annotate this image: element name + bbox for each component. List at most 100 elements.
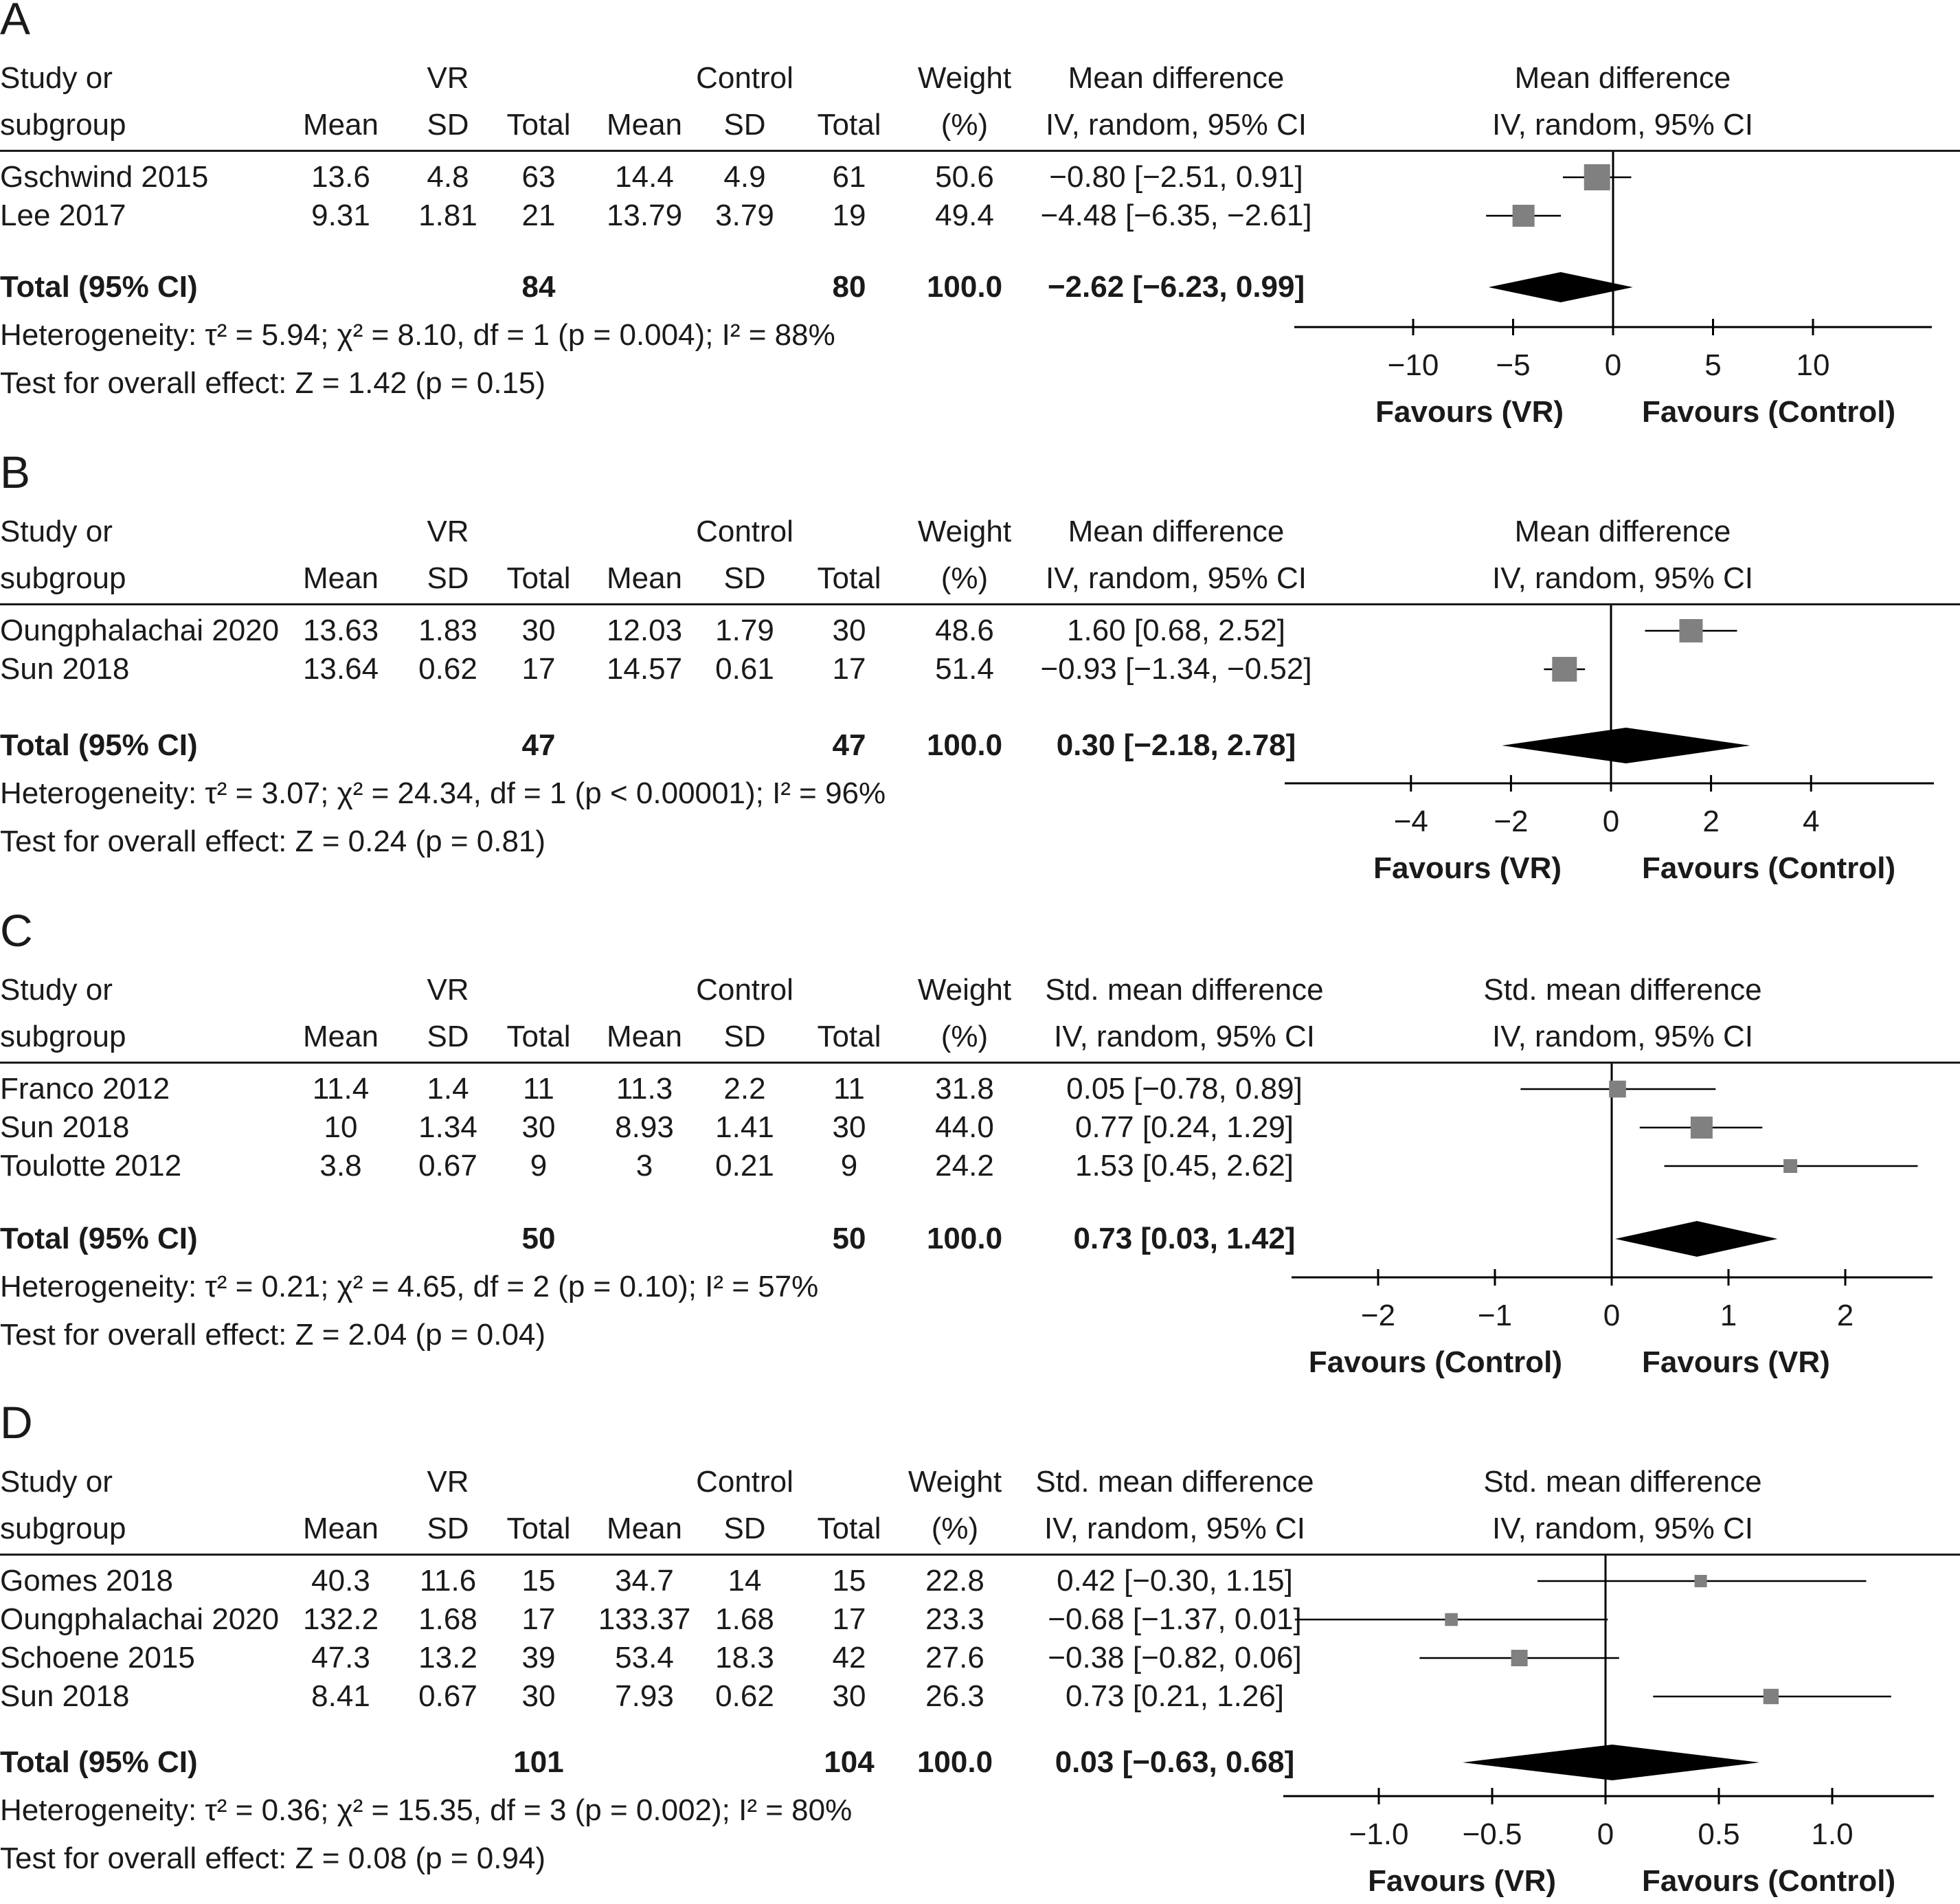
header-vr-total: Total [506,108,571,142]
pooled-diamond [1488,272,1633,302]
x-tick-label: 0 [1603,805,1619,838]
study-weight: 22.8 [925,1564,984,1598]
vr-mean: 13.6 [311,160,370,194]
header-rule [0,1062,1960,1064]
control-mean: 11.3 [616,1072,673,1106]
vr-mean: 13.63 [302,614,379,647]
total-control: 47 [832,728,866,762]
control-sd: 1.68 [715,1602,774,1636]
header-control-total: Total [817,1512,881,1545]
panel-letter: D [0,1397,33,1448]
study-ci: −0.38 [−0.82, 0.06] [1048,1641,1302,1675]
study-weight: 48.6 [935,614,994,647]
header-study: Study or [0,61,113,95]
heterogeneity: Heterogeneity: τ² = 3.07; χ² = 24.34, df… [0,776,886,810]
x-tick-label: −0.5 [1463,1817,1522,1851]
total-ci: 0.73 [0.03, 1.42] [1073,1222,1296,1255]
control-total: 19 [832,199,866,232]
vr-sd: 1.83 [418,614,477,647]
total-weight: 100.0 [926,270,1003,304]
vr-sd: 0.67 [418,1149,477,1183]
study-square [1445,1613,1458,1626]
header-plot-method: IV, random, 95% CI [1492,1512,1753,1545]
study-square [1763,1688,1779,1705]
study-square [1783,1159,1798,1173]
header-rule [0,150,1960,152]
header-study: Study or [0,1465,113,1499]
header-subgroup: subgroup [0,1512,126,1545]
panel-letter: C [0,905,33,956]
control-mean: 13.79 [606,199,683,232]
vr-total: 30 [521,1679,556,1713]
header-vr-mean: Mean [302,1020,379,1053]
header-vr: VR [427,61,469,95]
vr-sd: 1.68 [418,1602,477,1636]
total-vr: 50 [521,1222,556,1255]
study-ci: −0.80 [−2.51, 0.91] [1049,160,1303,194]
control-mean: 14.57 [606,652,683,686]
control-mean: 14.4 [615,160,674,194]
header-plot: Mean difference [1514,61,1731,95]
vr-sd: 1.81 [418,199,477,232]
heterogeneity: Heterogeneity: τ² = 0.21; χ² = 4.65, df … [0,1270,819,1303]
vr-mean: 132.2 [302,1602,379,1636]
control-mean: 3 [635,1149,653,1183]
header-plot-method: IV, random, 95% CI [1492,108,1753,142]
header-vr-total: Total [506,1020,571,1053]
forest-plot: −10 −5 0 5 10 [1294,152,1932,382]
overall-effect: Test for overall effect: Z = 1.42 (p = 0… [0,366,546,400]
header-plot: Std. mean difference [1483,973,1762,1007]
control-mean: 7.93 [615,1679,674,1713]
header-weight: Weight [908,1465,1002,1499]
header-rule [0,1554,1960,1556]
vr-sd: 1.4 [427,1072,469,1106]
control-total: 17 [832,652,866,686]
header-weight: Weight [917,973,1012,1007]
vr-total: 17 [521,1602,556,1636]
header-weight-unit: (%) [940,108,989,142]
study-weight: 44.0 [935,1110,994,1144]
header-vr-sd: SD [427,561,469,595]
x-tick-label: 2 [1702,805,1719,838]
header-control-sd: SD [723,1020,766,1053]
vr-total: 11 [523,1072,554,1106]
overall-effect: Test for overall effect: Z = 0.08 (p = 0… [0,1841,546,1875]
x-tick-label: −4 [1394,805,1428,838]
control-total: 11 [833,1072,865,1106]
header-control: Control [696,1465,793,1499]
favours-left-label: Favours (VR) [1368,1864,1556,1898]
forest-panel-d: D Study or subgroup VR Control Mean SD Total Mea… [0,1400,1960,1904]
control-total: 42 [832,1641,866,1675]
header-control-total: Total [817,108,881,142]
header-weight-unit: (%) [940,561,989,595]
control-mean: 53.4 [615,1641,674,1675]
header-vr-sd: SD [427,108,469,142]
study-weight: 50.6 [935,160,994,194]
vr-mean: 9.31 [311,199,370,232]
study-weight: 49.4 [935,199,994,232]
header-subgroup: subgroup [0,561,126,595]
control-mean: 34.7 [615,1564,674,1598]
heterogeneity: Heterogeneity: τ² = 5.94; χ² = 8.10, df … [0,318,835,352]
study-square [1694,1575,1707,1587]
total-ci: −2.62 [−6.23, 0.99] [1047,270,1305,304]
control-sd: 0.62 [715,1679,774,1713]
study-ci: −0.93 [−1.34, −0.52] [1040,652,1312,686]
vr-sd: 4.8 [427,160,469,194]
control-total: 30 [832,1110,866,1144]
x-tick-label: 2 [1837,1299,1854,1332]
study-name: Gomes 2018 [0,1564,173,1598]
header-control-sd: SD [723,561,766,595]
vr-sd: 11.6 [419,1564,477,1598]
study-name: Toulotte 2012 [0,1149,182,1183]
header-control: Control [696,515,793,548]
header-control-sd: SD [723,108,766,142]
study-ci: 0.73 [0.21, 1.26] [1065,1679,1285,1713]
study-name: Sun 2018 [0,1679,130,1713]
x-tick-label: −1.0 [1349,1817,1409,1851]
study-name: Oungphalachai 2020 [0,1602,280,1636]
control-mean: 133.37 [598,1602,691,1636]
total-ci: 0.30 [−2.18, 2.78] [1056,728,1296,762]
pooled-diamond [1615,1221,1778,1257]
vr-mean: 11.4 [312,1072,370,1106]
